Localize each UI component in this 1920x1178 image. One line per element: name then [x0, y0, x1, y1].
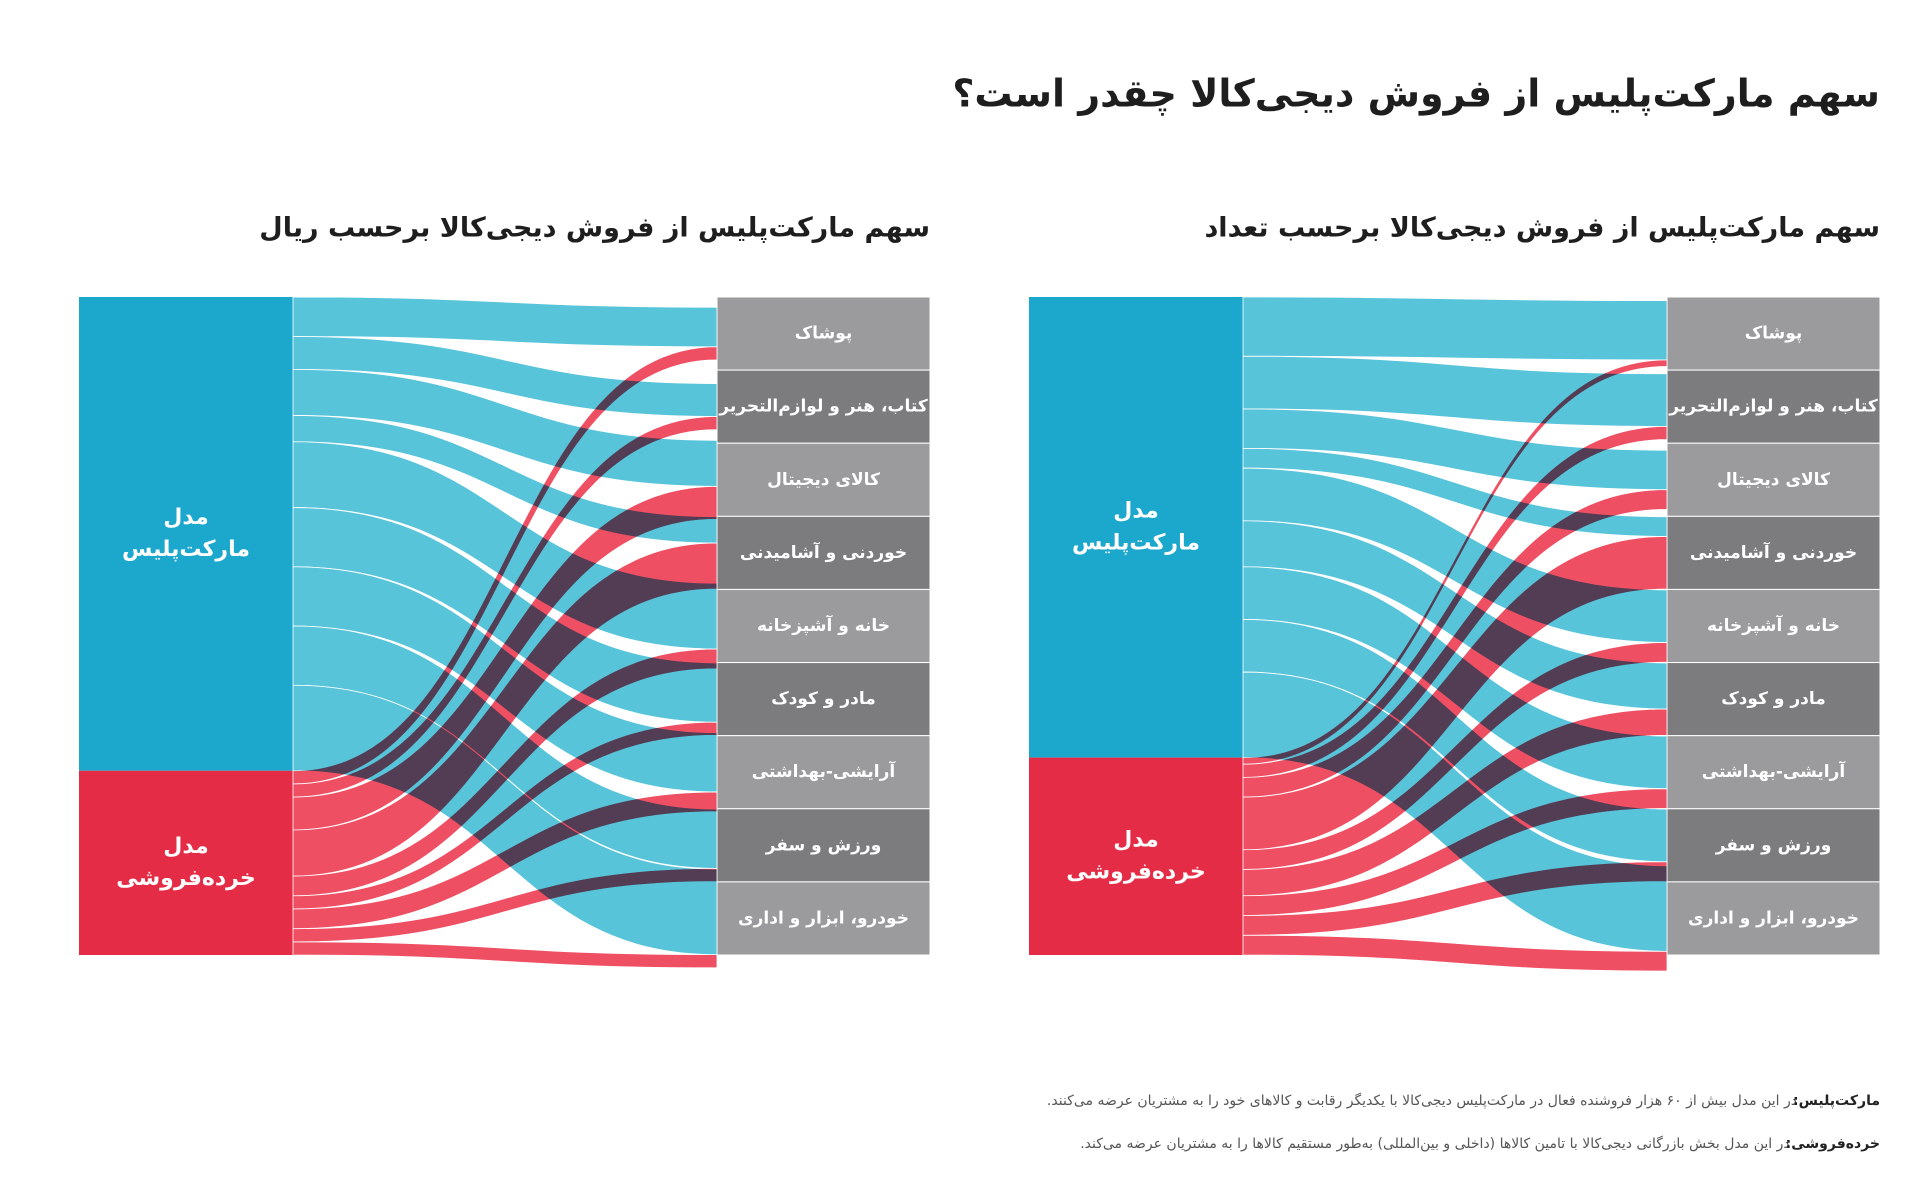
- flows: [292, 296, 718, 969]
- category-label: پوشاک: [1745, 324, 1803, 344]
- category-label: ورزش و سفر: [765, 835, 882, 855]
- source-label: مدل: [1113, 498, 1158, 523]
- source-node: [79, 770, 293, 955]
- source-label: مارکت‌پلیس: [1072, 530, 1200, 555]
- footnote-text: در این مدل بخش بازرگانی دیجی‌کالا با تام…: [1080, 1135, 1789, 1152]
- flow: [1242, 934, 1668, 972]
- category-label: خانه و آشپزخانه: [757, 614, 890, 636]
- category-box: [1666, 369, 1881, 444]
- flows: [1242, 296, 1668, 972]
- source-label: مدل: [163, 505, 208, 530]
- category-label: خودرو، ابزار و اداری: [1688, 908, 1859, 928]
- flow: [1242, 359, 1668, 765]
- flow: [1242, 296, 1668, 361]
- category-box: [716, 588, 931, 664]
- category-label: خوردنی و آشامیدنی: [1690, 541, 1857, 563]
- flow: [292, 648, 718, 897]
- flow: [292, 542, 718, 877]
- category-label: آرایشی-بهداشتی: [1702, 760, 1847, 782]
- source-node: [1029, 757, 1243, 955]
- source-label: خرده‌فروشی: [116, 866, 255, 891]
- category-box: [716, 808, 931, 883]
- category-box: [716, 662, 931, 737]
- flow: [292, 721, 718, 910]
- category-box: [716, 296, 931, 371]
- category-label: مادر و کودک: [771, 689, 876, 709]
- flow: [1242, 642, 1668, 870]
- category-box: [1666, 442, 1881, 517]
- footnote-text: در این مدل بیش از ۶۰ هزار فروشنده فعال د…: [1047, 1092, 1797, 1109]
- category-box: [716, 881, 931, 956]
- category-label: کالای دیجیتال: [1717, 470, 1830, 490]
- flow: [292, 941, 718, 969]
- category-label: کتاب، هنر و لوازم‌التحریر: [1668, 397, 1878, 417]
- flow: [1242, 861, 1668, 936]
- chart-title: سهم مارکت‌پلیس از فروش دیجی‌کالا برحسب ت…: [1204, 213, 1880, 244]
- flow: [1242, 489, 1668, 798]
- flow: [292, 346, 718, 785]
- category-label: ورزش و سفر: [1715, 835, 1832, 855]
- category-box: [1666, 515, 1881, 590]
- flow: [1242, 426, 1668, 778]
- category-box: [716, 515, 931, 590]
- category-label: مادر و کودک: [1721, 689, 1826, 709]
- category-box: [716, 442, 931, 517]
- chart-title: سهم مارکت‌پلیس از فروش دیجی‌کالا برحسب ر…: [259, 213, 930, 244]
- category-label: کتاب، هنر و لوازم‌التحریر: [718, 397, 928, 417]
- category-label: خوردنی و آشامیدنی: [740, 541, 907, 563]
- flow: [292, 416, 718, 798]
- footnote: خرده‌فروشی:در این مدل بخش بازرگانی دیجی‌…: [1080, 1135, 1880, 1152]
- flow: [292, 791, 718, 930]
- source-label: خرده‌فروشی: [1066, 859, 1205, 884]
- category-box: [716, 369, 931, 444]
- source-node: [79, 297, 293, 771]
- flow: [1242, 536, 1668, 851]
- category-box: [1666, 296, 1881, 371]
- category-box: [716, 735, 931, 810]
- category-label: پوشاک: [795, 324, 853, 344]
- category-box: [1666, 735, 1881, 810]
- category-label: آرایشی-بهداشتی: [752, 760, 897, 782]
- source-node: [1029, 297, 1243, 758]
- footnote: مارکت‌پلیس:در این مدل بیش از ۶۰ هزار فرو…: [1047, 1092, 1880, 1109]
- footnote-term: خرده‌فروشی:: [1786, 1136, 1880, 1152]
- flow: [292, 485, 718, 831]
- flow: [292, 867, 718, 943]
- category-label: خانه و آشپزخانه: [1707, 614, 1840, 636]
- flow: [1242, 708, 1668, 897]
- source-label: مدل: [163, 834, 208, 859]
- source-label: مدل: [1113, 827, 1158, 852]
- main-title: سهم مارکت‌پلیس از فروش دیجی‌کالا چقدر اس…: [952, 72, 1880, 117]
- footnote-term: مارکت‌پلیس:: [1793, 1093, 1880, 1109]
- category-label: کالای دیجیتال: [767, 470, 880, 490]
- category-label: خودرو، ابزار و اداری: [738, 908, 909, 928]
- flow: [1242, 788, 1668, 916]
- source-label: مارکت‌پلیس: [122, 537, 250, 562]
